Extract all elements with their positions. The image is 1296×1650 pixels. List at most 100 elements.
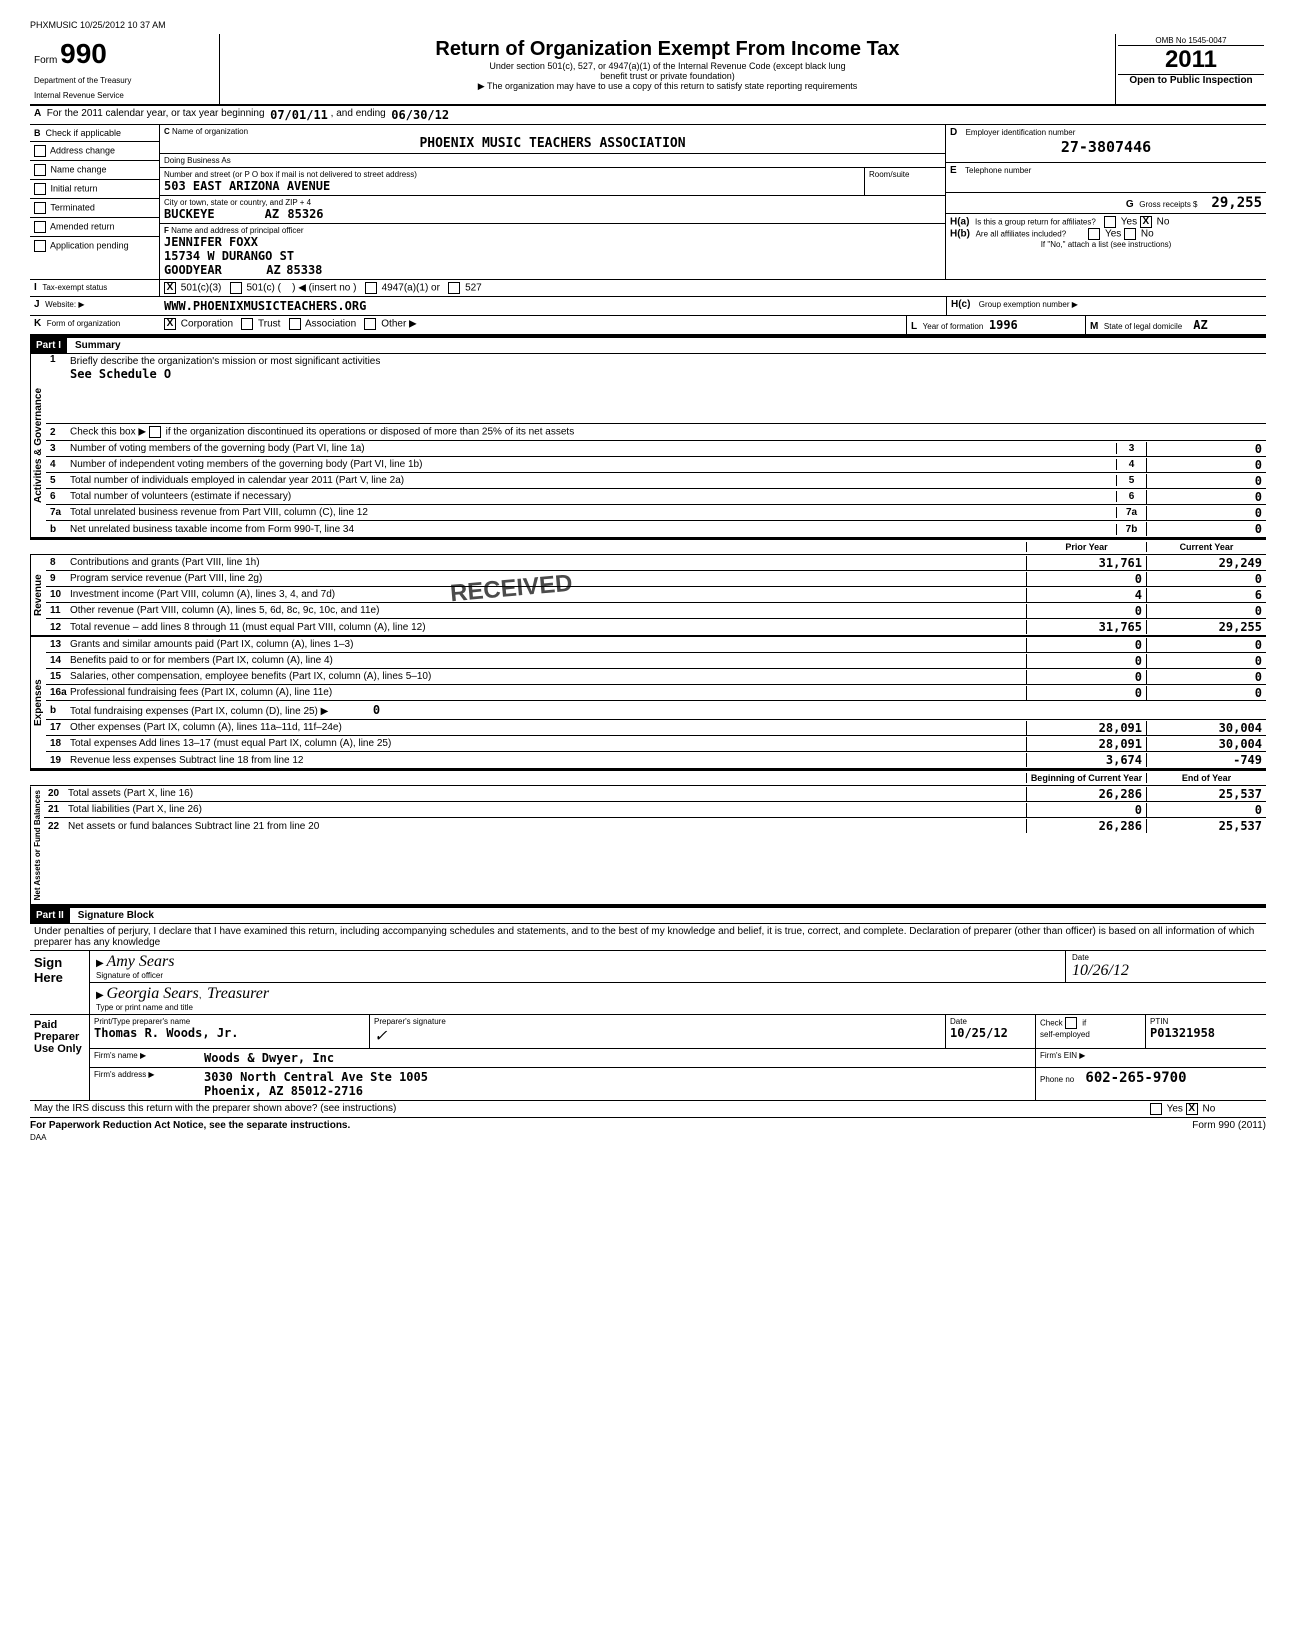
website-value: WWW.PHOENIXMUSICTEACHERS.ORG	[160, 297, 946, 315]
checkbox-trust[interactable]	[241, 318, 253, 330]
section-a-label: A	[34, 108, 41, 122]
timestamp: PHXMUSIC 10/25/2012 10 37 AM	[30, 20, 1266, 30]
checkbox-hb-yes[interactable]	[1088, 228, 1100, 240]
line7a-text: Total unrelated business revenue from Pa…	[68, 505, 1116, 520]
checkbox-address-change[interactable]	[34, 145, 46, 157]
line12-prior: 31,765	[1026, 620, 1146, 634]
subtitle1: Under section 501(c), 527, or 4947(a)(1)…	[230, 61, 1105, 71]
name-label: Name of organization	[172, 127, 248, 136]
checkbox-hb-no[interactable]	[1124, 228, 1136, 240]
section-a-text: For the 2011 calendar year, or tax year …	[47, 108, 265, 122]
section-f-label: F	[164, 226, 169, 235]
checkbox-line2[interactable]	[149, 426, 161, 438]
line4-val: 0	[1146, 458, 1266, 472]
check-address: Address change	[50, 145, 115, 155]
tax-exempt-label: Tax-exempt status	[42, 283, 107, 292]
checkbox-527[interactable]	[448, 282, 460, 294]
line6-box: 6	[1116, 491, 1146, 502]
checkbox-amended[interactable]	[34, 221, 46, 233]
period-end: 06/30/12	[391, 108, 449, 122]
line5-val: 0	[1146, 474, 1266, 488]
officer-zip: 85338	[286, 263, 322, 277]
line15-text: Salaries, other compensation, employee b…	[68, 669, 1026, 684]
checkbox-other[interactable]	[364, 318, 376, 330]
col-current: Current Year	[1146, 542, 1266, 552]
section-a-mid: , and ending	[331, 108, 386, 122]
city-label: City or town, state or country, and ZIP …	[164, 198, 941, 207]
website-label: Website: ▶	[45, 300, 84, 309]
line3-val: 0	[1146, 442, 1266, 456]
room-label: Room/suite	[869, 170, 941, 179]
checkbox-ha-no[interactable]: X	[1140, 216, 1152, 228]
line19-prior: 3,674	[1026, 753, 1146, 767]
checkbox-self-emp[interactable]	[1065, 1017, 1077, 1029]
line2-no: 2	[46, 427, 68, 438]
officer-label: Name and address of principal officer	[171, 226, 303, 235]
officer-state: AZ	[266, 263, 280, 277]
line16b-no: b	[46, 705, 68, 716]
checkbox-irs-no[interactable]: X	[1186, 1103, 1198, 1115]
section-j-label: J	[34, 299, 40, 310]
line16b-val: 0	[373, 703, 380, 717]
line5-no: 5	[46, 475, 68, 486]
checkbox-irs-yes[interactable]	[1150, 1103, 1162, 1115]
checkbox-terminated[interactable]	[34, 202, 46, 214]
section-g-label: G	[1126, 199, 1134, 210]
section-e-label: E	[950, 165, 957, 176]
gross-receipts: 29,255	[1211, 195, 1262, 211]
line8-text: Contributions and grants (Part VIII, lin…	[68, 555, 1026, 570]
checkbox-pending[interactable]	[34, 240, 46, 252]
section-b-label: B	[34, 128, 41, 138]
line1-text: Briefly describe the organization's miss…	[70, 356, 380, 367]
dept2: Internal Revenue Service	[34, 91, 215, 100]
section-m-label: M	[1090, 321, 1098, 332]
netassets-label: Net Assets or Fund Balances	[30, 786, 44, 904]
prep-date-label: Date	[950, 1017, 1031, 1026]
firm-name: Woods & Dwyer, Inc	[200, 1049, 1036, 1067]
org-state: AZ	[265, 207, 279, 221]
section-a: A For the 2011 calendar year, or tax yea…	[30, 106, 1266, 125]
checkbox-assoc[interactable]	[289, 318, 301, 330]
org-city: BUCKEYE	[164, 207, 215, 221]
line5-box: 5	[1116, 475, 1146, 486]
line3-box: 3	[1116, 443, 1146, 454]
org-name: PHOENIX MUSIC TEACHERS ASSOCIATION	[164, 136, 941, 151]
line13-prior: 0	[1026, 638, 1146, 652]
line20-prior: 26,286	[1026, 787, 1146, 801]
ptin-value: P01321958	[1150, 1026, 1262, 1040]
line18-no: 18	[46, 738, 68, 749]
paid-preparer-label: Paid Preparer Use Only	[30, 1015, 90, 1100]
section-l-label: L	[911, 321, 917, 332]
line3-text: Number of voting members of the governin…	[68, 441, 1116, 456]
line10-no: 10	[46, 589, 68, 600]
line10-current: 6	[1146, 588, 1266, 602]
line4-box: 4	[1116, 459, 1146, 470]
hc-label: H(c)	[951, 299, 970, 310]
checkbox-initial[interactable]	[34, 183, 46, 195]
opt-501c: 501(c)	[246, 283, 274, 294]
prep-signature: ✓	[374, 1026, 941, 1046]
line7a-no: 7a	[46, 507, 68, 518]
prep-name-label: Print/Type preparer's name	[94, 1017, 365, 1026]
checkbox-name-change[interactable]	[34, 164, 46, 176]
line18-text: Total expenses Add lines 13–17 (must equ…	[68, 736, 1026, 751]
ein-value: 27-3807446	[950, 138, 1262, 156]
line14-no: 14	[46, 655, 68, 666]
checkbox-4947[interactable]	[365, 282, 377, 294]
checkbox-corp[interactable]: X	[164, 318, 176, 330]
paperwork: For Paperwork Reduction Act Notice, see …	[30, 1120, 350, 1131]
part2-title: Signature Block	[70, 910, 154, 921]
checkbox-ha-yes[interactable]	[1104, 216, 1116, 228]
domicile-label: State of legal domicile	[1104, 322, 1182, 331]
form-number: 990	[60, 38, 107, 69]
form-header: Form 990 Department of the Treasury Inte…	[30, 34, 1266, 106]
check-initial: Initial return	[51, 183, 98, 193]
line19-current: -749	[1146, 753, 1266, 767]
checkbox-501c3[interactable]: X	[164, 282, 176, 294]
year-formation: 1996	[989, 318, 1018, 332]
hb-text: Are all affiliates included?	[976, 230, 1067, 239]
hb-label: H(b)	[950, 229, 970, 240]
opt-corp: Corporation	[181, 319, 233, 330]
opt-other: Other ▶	[381, 319, 416, 330]
checkbox-501c[interactable]	[230, 282, 242, 294]
